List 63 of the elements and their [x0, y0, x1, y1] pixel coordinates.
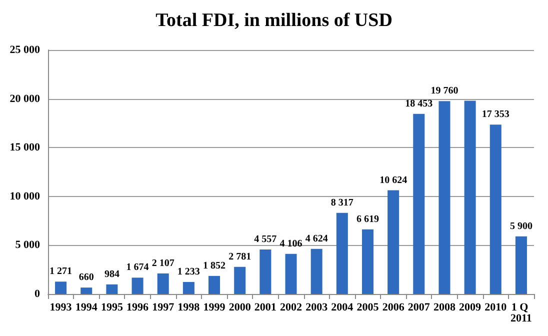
y-tick-label: 10 000 — [10, 190, 40, 202]
data-label: 5 900 — [510, 220, 532, 232]
bar — [260, 250, 272, 294]
data-label: 19 760 — [430, 86, 458, 97]
data-label: 8 317 — [330, 197, 354, 208]
x-tick-label: 2010 — [484, 302, 508, 314]
bar — [413, 114, 425, 294]
x-tick-label: 2008 — [433, 302, 456, 314]
data-label: 2 781 — [228, 251, 252, 262]
x-tick-label: 2009 — [459, 302, 482, 314]
x-tick-label: 2006 — [382, 302, 405, 314]
x-tick-label: 1995 — [100, 302, 124, 314]
data-label: 1 852 — [203, 260, 226, 272]
x-tick-label: 2005 — [356, 302, 380, 314]
bar — [515, 236, 527, 294]
bar — [132, 278, 144, 294]
x-tick-label: 2003 — [306, 302, 328, 314]
bar — [362, 229, 374, 294]
x-tick-label: 1 Q 2011 — [510, 302, 532, 324]
x-tick-label: 2002 — [280, 302, 302, 314]
bar — [55, 282, 67, 294]
bar — [208, 276, 220, 294]
x-tick-label: 1994 — [75, 302, 98, 314]
x-tick-label: 2001 — [254, 302, 276, 314]
y-tick-label: 20 000 — [10, 92, 40, 105]
y-tick-label: 5 000 — [15, 239, 40, 252]
bar — [490, 124, 502, 294]
data-label: 1 271 — [50, 266, 72, 278]
bar — [157, 273, 169, 294]
x-tick-label: 1998 — [178, 302, 200, 314]
data-label: 4 557 — [254, 234, 277, 246]
bar — [285, 254, 297, 294]
data-label: 10 624 — [380, 174, 408, 186]
data-label: 1 233 — [177, 266, 200, 278]
data-label: 660 — [78, 272, 94, 284]
bar — [438, 101, 450, 294]
y-tick-label: 0 — [34, 288, 40, 300]
bar — [234, 266, 246, 294]
x-tick-label: 1993 — [50, 302, 72, 314]
x-tick-label: 1997 — [152, 302, 175, 314]
bar — [464, 100, 476, 294]
x-tick-label: 2004 — [331, 302, 354, 314]
bar — [310, 248, 322, 294]
x-tick-label: 2007 — [408, 302, 430, 314]
bar — [80, 288, 92, 294]
x-tick-label: 1996 — [126, 302, 150, 314]
bar — [106, 284, 118, 294]
bar — [336, 212, 348, 294]
chart-title: Total FDI, in millions of USD — [156, 10, 392, 31]
data-label: 4 624 — [305, 233, 328, 244]
data-label: 18 453 — [405, 98, 433, 110]
x-tick-label: 2000 — [228, 302, 252, 314]
bar — [388, 190, 400, 294]
data-label: 1 674 — [126, 262, 149, 274]
data-label: 984 — [104, 268, 120, 280]
y-tick-label: 25 000 — [10, 44, 40, 56]
data-label: 17 353 — [482, 109, 510, 120]
data-label: 6 619 — [356, 214, 379, 225]
y-tick-label: 15 000 — [10, 142, 40, 154]
bar — [182, 282, 194, 294]
data-label: 4 106 — [280, 238, 302, 250]
x-tick-label: 1999 — [203, 302, 226, 314]
data-label: 2 107 — [152, 258, 174, 269]
